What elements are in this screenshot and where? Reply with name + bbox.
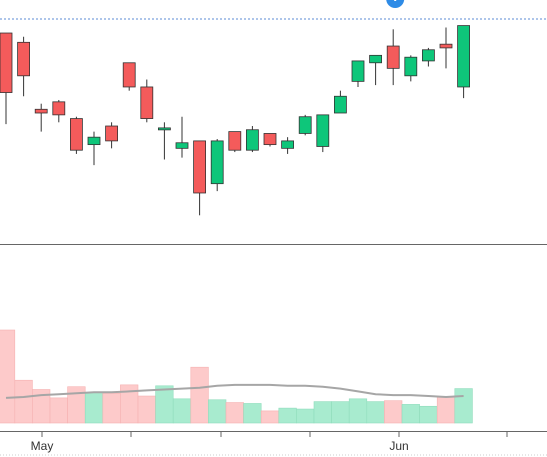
volume-pane (0, 329, 473, 424)
x-axis-ticks: May Jun (31, 432, 508, 453)
candle (333, 90, 347, 114)
price-pane (0, 25, 471, 216)
candle (175, 116, 189, 158)
x-tick-label: Jun (389, 439, 408, 453)
candle (17, 36, 31, 97)
candle-body-up (87, 136, 101, 146)
candle-body-down (0, 32, 13, 93)
volume-bar (384, 400, 403, 424)
candle (0, 32, 13, 125)
candle (228, 131, 242, 153)
candle (316, 114, 330, 153)
volume-bar (454, 388, 473, 424)
candle (404, 55, 418, 82)
candle-body-down (122, 62, 136, 88)
volume-bar (278, 407, 297, 424)
volume-bar (366, 401, 385, 424)
candle (351, 60, 365, 87)
candle (263, 133, 277, 147)
volume-bar (190, 366, 209, 424)
candle-body-up (457, 25, 471, 88)
candle (386, 29, 400, 86)
candle-body-up (175, 142, 189, 149)
info-icon-circle (386, 0, 405, 8)
volume-bar (243, 403, 262, 424)
candle (157, 122, 171, 160)
volume-bar (137, 395, 156, 424)
candle-body-down (70, 118, 83, 151)
candle-body-down (52, 101, 66, 116)
candle (34, 103, 48, 132)
candle (369, 54, 383, 86)
candle-body-down (105, 125, 118, 142)
candle (140, 79, 154, 123)
volume-bar (0, 329, 16, 424)
x-tick-label: May (31, 439, 54, 453)
volume-bar (49, 397, 68, 424)
candle (105, 122, 118, 149)
volume-bar (260, 410, 280, 424)
candle-body-down (34, 108, 48, 114)
candle-body-down (140, 86, 154, 119)
candle-body-up (333, 95, 347, 114)
candle-body-up (404, 56, 418, 77)
candle (457, 25, 471, 99)
volume-bar (401, 404, 420, 424)
candle (122, 62, 136, 91)
candle-body-up (421, 49, 435, 62)
candle (193, 140, 207, 216)
candle (87, 131, 101, 166)
candle-body-up (316, 114, 330, 147)
candle-body-down (439, 43, 453, 49)
volume-bar (313, 401, 332, 424)
candle (70, 116, 83, 154)
candle-body-down (17, 41, 31, 77)
volume-bar (225, 402, 244, 424)
info-icon-glyph (394, 0, 397, 1)
candle (281, 137, 295, 154)
candle-body-up (351, 60, 365, 82)
info-icon[interactable] (386, 0, 405, 8)
candle-body-down (263, 133, 277, 146)
volume-bar (172, 398, 192, 424)
candle-body-up (210, 140, 224, 185)
candle (439, 27, 453, 69)
volume-bar (436, 396, 456, 424)
volume-bar (102, 392, 121, 424)
candle-body-up (298, 116, 312, 134)
candle-body-up (369, 54, 383, 64)
volume-bar (208, 399, 227, 424)
volume-bar (155, 385, 174, 424)
candle-body-up (281, 140, 295, 149)
volume-bar (84, 392, 104, 424)
candle-body-up (157, 127, 171, 131)
candle (298, 114, 312, 136)
volume-moving-average-line (5, 383, 464, 399)
volume-bar (419, 405, 438, 424)
candle-body-down (228, 131, 242, 151)
volume-bar (296, 408, 315, 424)
volume-bar (331, 401, 350, 424)
candle-body-down (386, 45, 400, 69)
candle-body-up (245, 129, 259, 151)
volume-bar (14, 379, 33, 424)
volume-bar (348, 398, 368, 424)
candle-body-down (193, 140, 207, 194)
candle (52, 99, 66, 123)
candle (245, 126, 259, 153)
candle (210, 139, 224, 192)
candle (421, 47, 435, 67)
